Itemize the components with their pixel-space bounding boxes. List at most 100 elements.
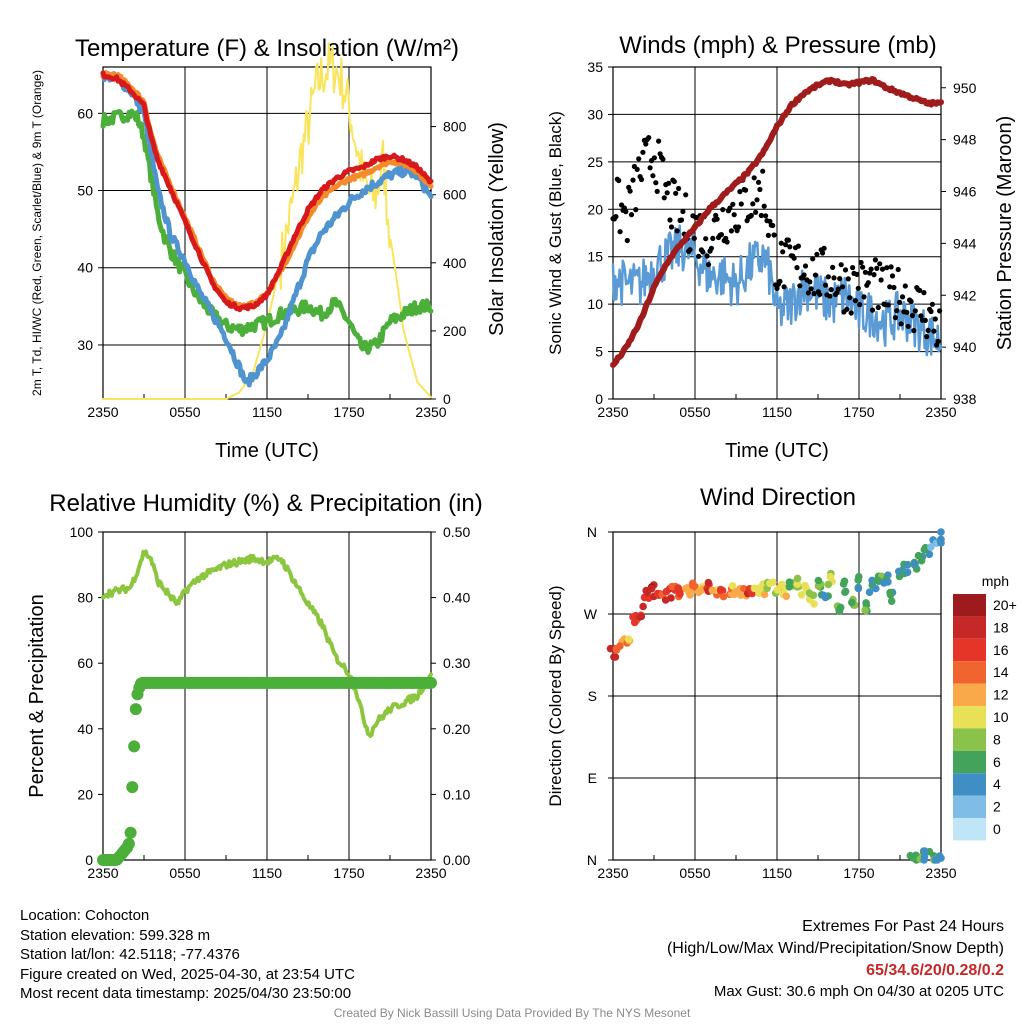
gust-point — [858, 259, 864, 266]
gust-point — [912, 308, 918, 314]
gust-point — [678, 217, 685, 223]
direction-point — [773, 586, 782, 594]
gust-point — [830, 264, 836, 270]
gust-point — [731, 212, 737, 218]
y-tick-label-right: 0.30 — [443, 655, 470, 671]
direction-point — [814, 576, 823, 585]
gust-point — [887, 284, 893, 290]
y-tick-label-right: 950 — [953, 80, 977, 96]
gust-point — [867, 270, 873, 276]
y-axis-label-left: Percent & Precipitation — [26, 594, 48, 797]
y-tick-label-left: 30 — [77, 337, 93, 353]
gust-point — [687, 247, 693, 253]
gust-point — [909, 312, 916, 319]
gust-point — [899, 294, 906, 300]
gust-point — [931, 328, 937, 334]
colorbar-swatch — [953, 728, 986, 751]
gust-point — [753, 209, 759, 215]
y-tick-label-left: 5 — [595, 344, 603, 360]
gust-point — [700, 249, 706, 255]
direction-point — [937, 528, 945, 536]
gust-point — [727, 205, 733, 211]
gust-point — [902, 283, 908, 289]
x-tick-label: 2350 — [925, 865, 956, 881]
x-tick-label: 2350 — [87, 865, 118, 881]
gust-point — [888, 264, 894, 270]
direction-point — [835, 607, 844, 615]
direction-point — [616, 642, 624, 650]
direction-point — [886, 588, 894, 597]
gust-point — [874, 265, 880, 271]
direction-point — [624, 635, 633, 643]
gust-point — [928, 308, 934, 315]
x-tick-label: 1750 — [333, 404, 364, 420]
y-tick-label-right: 200 — [443, 323, 467, 339]
gust-point — [770, 222, 776, 229]
gust-point — [848, 310, 854, 316]
gust-point — [651, 155, 658, 161]
precip-point — [126, 781, 139, 794]
station-location: Location: Cohocton — [20, 907, 150, 924]
gust-point — [674, 228, 680, 234]
colorbar-label: 6 — [993, 754, 1001, 770]
colorbar-swatch — [953, 638, 986, 662]
gust-point — [812, 272, 819, 278]
gust-point — [617, 229, 623, 235]
gust-point — [661, 195, 667, 201]
direction-point — [809, 591, 818, 600]
gust-point — [724, 239, 730, 245]
plot-frame — [102, 531, 432, 861]
gust-point — [862, 269, 869, 275]
direction-point — [637, 612, 646, 621]
precip-point — [124, 826, 137, 839]
colorbar-title: mph — [982, 573, 1009, 589]
direction-point — [782, 592, 791, 600]
y-tick-label-left: 50 — [77, 183, 93, 199]
y-tick-label-right: 948 — [953, 132, 977, 148]
gust-point — [937, 308, 943, 314]
gust-point — [680, 208, 686, 215]
panel-3: 2350 0550 1150 1750 2350 Relative Humidity (%… — [26, 490, 483, 881]
y-tick-label-left: 100 — [70, 524, 94, 540]
gust-point — [777, 278, 783, 284]
gust-point — [917, 287, 923, 293]
direction-point — [903, 568, 912, 577]
direction-point — [854, 584, 863, 593]
gust-point — [623, 209, 629, 215]
colorbar-label: 8 — [993, 731, 1001, 747]
colorbar-swatch — [953, 818, 986, 841]
gust-point — [720, 207, 726, 213]
y-axis-label-right: Solar Insolation (Yellow) — [486, 122, 508, 336]
y-tick-label-left: 35 — [587, 59, 603, 75]
x-tick-label: 1150 — [252, 865, 282, 881]
direction-point — [935, 852, 944, 860]
direction-point — [793, 574, 802, 583]
x-tick-label: 2350 — [415, 865, 446, 881]
colorbar-label: 16 — [993, 642, 1009, 658]
gust-point — [757, 186, 763, 193]
gust-point — [897, 299, 903, 305]
y-tick-label-left: 20 — [77, 786, 93, 802]
gust-point — [885, 302, 891, 308]
precip-point — [425, 676, 437, 689]
gust-point — [760, 168, 766, 174]
direction-point — [839, 580, 848, 588]
direction-point — [824, 580, 833, 589]
y-tick-label-left: 60 — [77, 105, 93, 121]
direction-point — [906, 851, 915, 860]
precip-point — [128, 740, 141, 753]
colorbar-label: 20+ — [993, 597, 1017, 613]
series-relative-humidity — [101, 549, 433, 738]
gust-point — [794, 265, 800, 271]
direction-point — [826, 572, 835, 581]
y-tick-label-left: 30 — [587, 106, 603, 122]
gust-point — [634, 166, 640, 172]
x-tick-label: 2350 — [925, 404, 956, 420]
gust-point — [925, 327, 931, 333]
y-tick-label-right: 0 — [443, 391, 451, 407]
colorbar-swatch — [953, 683, 986, 706]
y-tick-label-left: E — [588, 770, 597, 786]
x-tick-label: 1750 — [843, 865, 874, 881]
gust-point — [868, 266, 874, 272]
